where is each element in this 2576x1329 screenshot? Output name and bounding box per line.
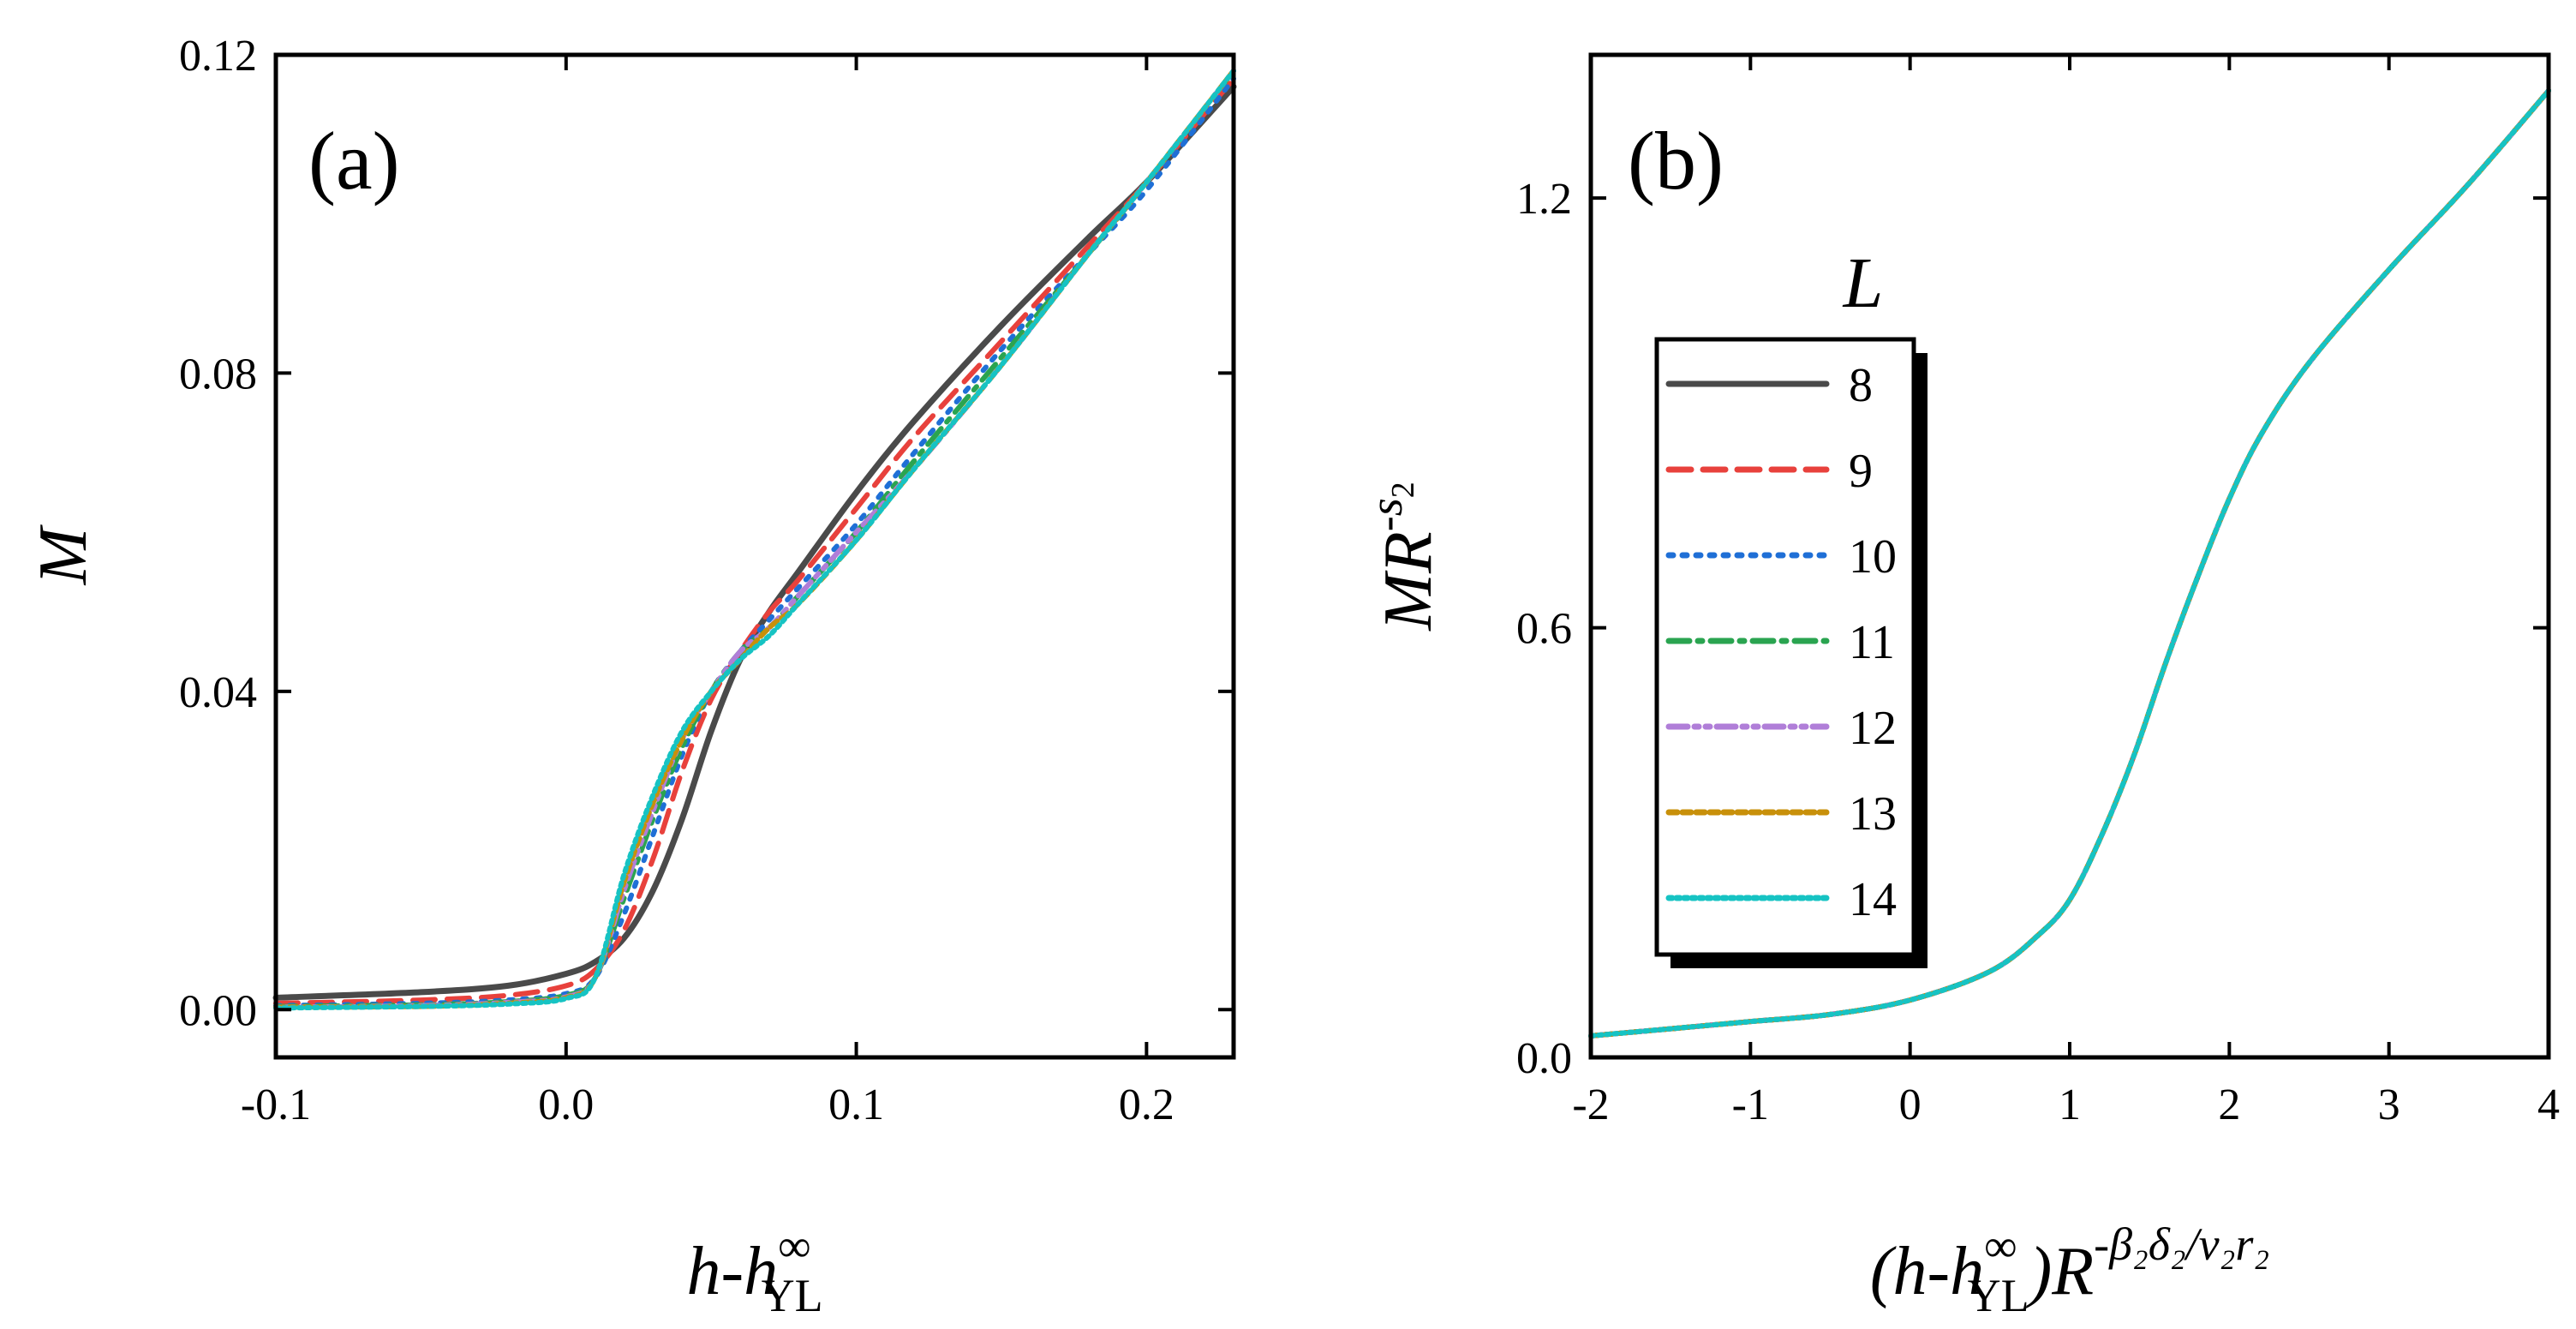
panel-b-xlabel-close: )R	[2026, 1234, 2095, 1309]
panel-a-xtick-label: 0.1	[828, 1081, 884, 1129]
panel-a-series-line-L13	[273, 68, 1236, 1010]
panel-a-xlabel-sub: YL	[762, 1270, 823, 1321]
legend-label-L10: 10	[1849, 530, 1897, 584]
panel-a-xtick-label: -0.1	[241, 1081, 311, 1129]
legend-label-L12: 12	[1849, 702, 1897, 755]
panel-a-series-line-L14	[273, 68, 1236, 1011]
panel-b-xtick-label: 1	[2059, 1081, 2081, 1129]
legend-label-L11: 11	[1849, 616, 1895, 669]
panel-b-plot-area	[1588, 87, 2551, 1039]
legend-box	[1654, 337, 1916, 957]
legend-label-L13: 13	[1849, 787, 1897, 841]
panel-a-ylabel: M	[26, 524, 101, 585]
panel-a-label: (a)	[308, 115, 400, 207]
panel-a: -0.1 0.0 0.1 0.2 0.00 0.04 0.08 0.12 (a) M h-h∞…	[26, 32, 1237, 1321]
panel-b-xtick-label: -1	[1732, 1081, 1769, 1129]
panel-a-series-line-L10	[273, 75, 1236, 1009]
panel-b-ylabel: MR-s2	[1360, 482, 1446, 632]
panel-b-xtick-label: -2	[1572, 1081, 1609, 1129]
panel-b-ylabel-sup: -s	[1360, 498, 1412, 531]
panel-a-xtick-label: 0.2	[1119, 1081, 1174, 1129]
panel-b-ytick-label: 0.6	[1516, 605, 1572, 654]
panel-a-series-line-L8	[272, 83, 1237, 1001]
panel-b-xlabel-sup: ∞	[1984, 1220, 2017, 1272]
panel-b-ytick-label: 1.2	[1516, 175, 1572, 224]
panel-b-ylabel-supsub: 2	[1385, 482, 1421, 498]
panel-a-ytick-label: 0.12	[179, 32, 257, 81]
panel-b-xlabel: (h-h∞ YL)R-β₂δ₂/ν₂r₂	[1870, 1218, 2269, 1321]
legend-title: L	[1843, 243, 1884, 323]
legend-label-L9: 9	[1849, 445, 1873, 498]
panel-b-xlabel-exp: -β₂δ₂/ν₂r₂	[2094, 1218, 2269, 1270]
panel-a-plot-area	[272, 68, 1237, 1011]
panel-a-ytick-label: 0.04	[179, 668, 257, 717]
panel-b: -2 -1 0 1 2 3 40.00.61.2 (b) MR-s2 (h-h∞ YL)R-β…	[1360, 52, 2560, 1321]
panel-a-xlabel: h-h∞ YL	[686, 1220, 822, 1321]
panel-a-ytick-label: 0.00	[179, 986, 257, 1035]
panel-a-xlabel-base: h-h	[686, 1234, 778, 1309]
panel-a-ytick-label: 0.08	[179, 350, 257, 398]
legend: L 8 9 10 11 12 13 14	[1654, 243, 1928, 968]
panel-b-xtick-label: 2	[2218, 1081, 2240, 1129]
panel-b-xtick-label: 4	[2537, 1081, 2560, 1129]
panel-b-xlabel-sub: YL	[1968, 1270, 2029, 1321]
panel-a-series-line-L9	[273, 75, 1236, 1006]
panel-a-xlabel-sup: ∞	[778, 1220, 811, 1272]
panel-b-xlabel-open: (h-h	[1870, 1234, 1984, 1309]
panel-b-ylabel-base: MR	[1371, 531, 1446, 632]
panel-b-ticks: -2 -1 0 1 2 3 40.00.61.2	[1516, 55, 2560, 1129]
panel-b-ytick-label: 0.0	[1516, 1034, 1572, 1083]
panel-b-series-line-L14	[1588, 87, 2551, 1039]
panel-a-frame	[273, 52, 1236, 1060]
panel-a-ticks: -0.1 0.0 0.1 0.2 0.00 0.04 0.08 0.12	[179, 32, 1234, 1129]
legend-items: 8 9 10 11 12 13 14	[1665, 359, 1897, 926]
panel-b-xtick-label: 0	[1899, 1081, 1922, 1129]
panel-a-xtick-label: 0.0	[538, 1081, 594, 1129]
legend-label-L8: 8	[1849, 359, 1873, 412]
panel-b-xtick-label: 3	[2378, 1081, 2400, 1129]
panel-a-series-line-L11	[273, 68, 1236, 1009]
panel-b-label: (b)	[1628, 115, 1724, 207]
panel-a-series-line-L12	[273, 68, 1236, 1010]
legend-label-L14: 14	[1849, 873, 1897, 926]
